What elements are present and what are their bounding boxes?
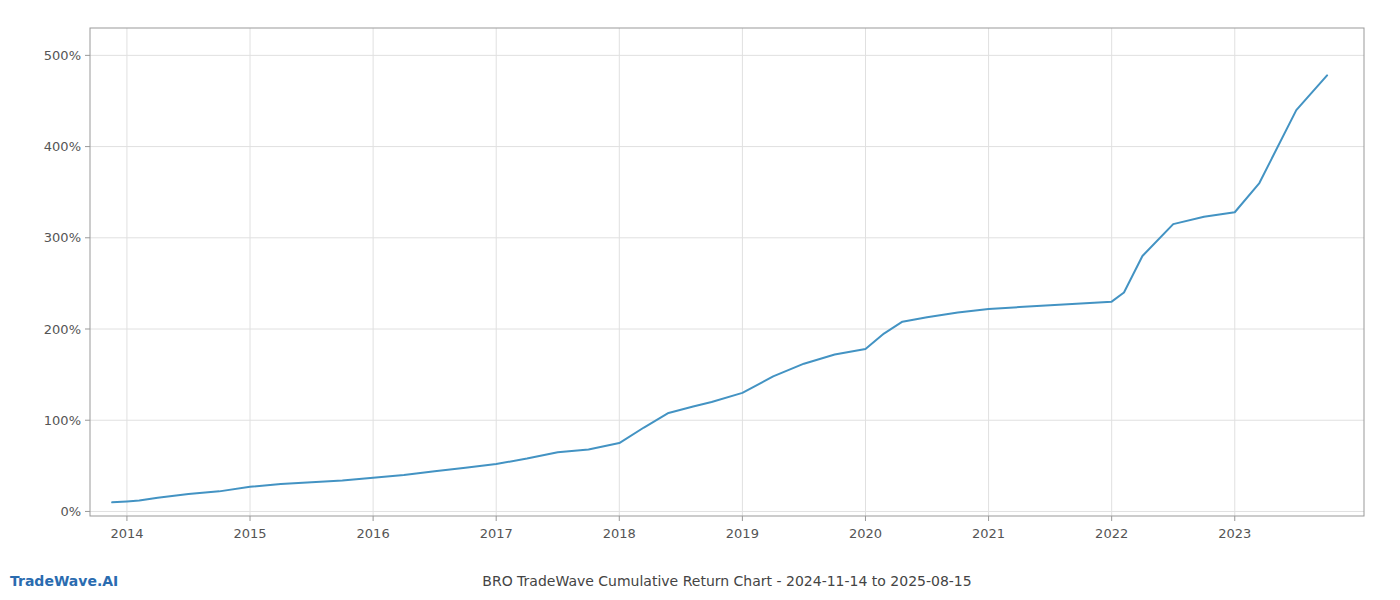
x-tick <box>250 516 251 521</box>
page: {"chart_data": {"type": "line", "title":… <box>0 0 1400 600</box>
x-tick <box>496 516 497 521</box>
x-tick-label: 2022 <box>1095 526 1128 541</box>
watermark: TradeWave.AI <box>10 573 118 589</box>
x-tick <box>619 516 620 521</box>
x-tick-label: 2020 <box>849 526 882 541</box>
chart-title: BRO TradeWave Cumulative Return Chart - … <box>482 573 971 589</box>
x-tick <box>1234 516 1235 521</box>
x-tick-label: 2023 <box>1218 526 1251 541</box>
y-tick-label: 100% <box>44 413 81 428</box>
x-tick <box>1111 516 1112 521</box>
x-tick <box>126 516 127 521</box>
x-grid-line <box>742 28 743 516</box>
x-grid-line <box>988 28 989 516</box>
y-tick <box>85 329 90 330</box>
chart-container: 2014 2015 2016 2017 2018 2019 2020 2021 2022 2023… <box>0 0 1400 600</box>
x-grid-line <box>126 28 127 516</box>
x-grid-line <box>1234 28 1235 516</box>
x-tick-label: 2018 <box>603 526 636 541</box>
x-grid-line <box>250 28 251 516</box>
x-grid-line <box>373 28 374 516</box>
y-grid-line <box>90 146 1364 147</box>
x-tick-label: 2017 <box>480 526 513 541</box>
x-grid-line <box>496 28 497 516</box>
x-tick <box>742 516 743 521</box>
y-tick-label: 500% <box>44 48 81 63</box>
x-tick <box>988 516 989 521</box>
y-tick <box>85 55 90 56</box>
y-grid-line <box>90 329 1364 330</box>
y-tick <box>85 237 90 238</box>
y-grid-line <box>90 237 1364 238</box>
x-grid-line <box>1111 28 1112 516</box>
y-tick-label: 0% <box>60 504 81 519</box>
y-grid-line <box>90 55 1364 56</box>
axes: 2014 2015 2016 2017 2018 2019 2020 2021 2022 2023… <box>44 48 1251 541</box>
y-tick <box>85 146 90 147</box>
y-tick-label: 400% <box>44 139 81 154</box>
x-tick <box>865 516 866 521</box>
plot-frame <box>90 28 1364 516</box>
x-tick-label: 2021 <box>972 526 1005 541</box>
chart-svg: 2014 2015 2016 2017 2018 2019 2020 2021 2022 2023… <box>0 0 1400 600</box>
y-grid-line <box>90 511 1364 512</box>
x-grid-line <box>865 28 866 516</box>
plot-area <box>112 75 1327 502</box>
y-tick-label: 200% <box>44 322 81 337</box>
grid <box>90 28 1364 516</box>
x-tick-label: 2016 <box>357 526 390 541</box>
data-line <box>112 75 1327 502</box>
y-grid-line <box>90 420 1364 421</box>
x-tick-label: 2019 <box>726 526 759 541</box>
x-tick-label: 2015 <box>233 526 266 541</box>
y-tick <box>85 511 90 512</box>
y-tick-label: 300% <box>44 230 81 245</box>
x-tick <box>373 516 374 521</box>
y-tick <box>85 420 90 421</box>
x-tick-label: 2014 <box>110 526 143 541</box>
